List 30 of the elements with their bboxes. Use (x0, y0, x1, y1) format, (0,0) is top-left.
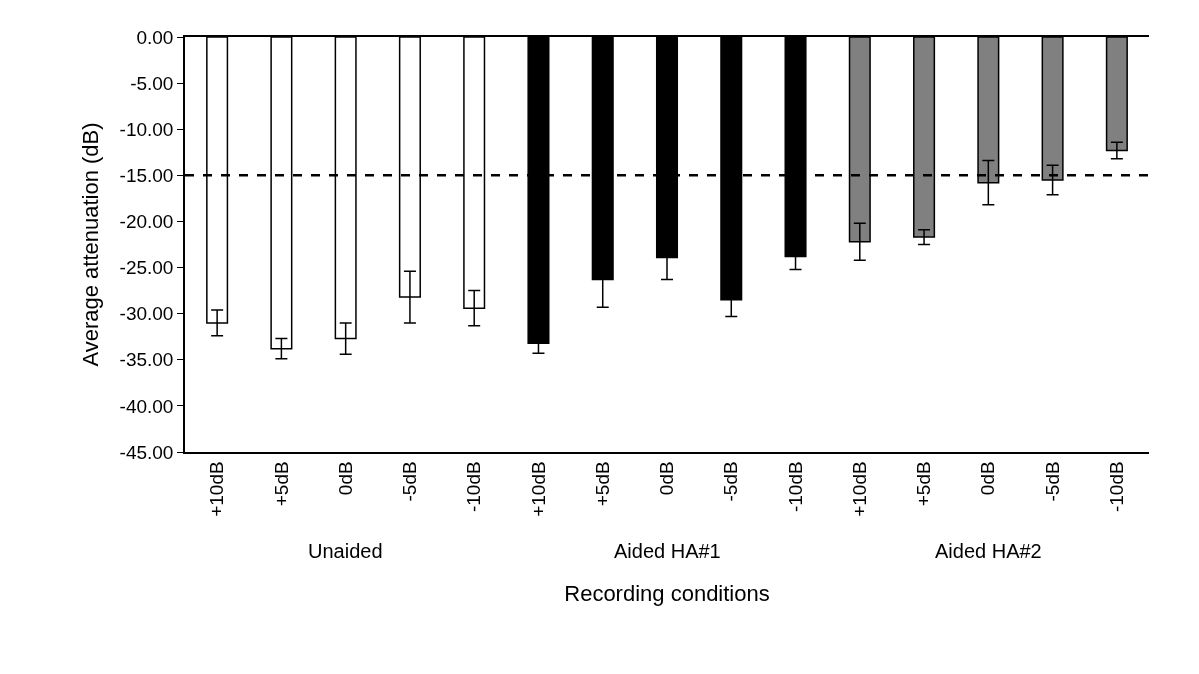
text: Aided HA#1 (614, 540, 721, 562)
y-tick-label: -35.00 (119, 349, 174, 371)
x-axis-title: Recording conditions (564, 581, 770, 607)
y-tick-label: -40.00 (119, 395, 174, 417)
x-tick-label: +5dB (270, 461, 292, 507)
x-tick-label: +5dB (913, 461, 935, 507)
x-tick-label: +10dB (848, 461, 870, 517)
text: Aided HA#2 (935, 540, 1042, 562)
x-tick-label: -10dB (784, 461, 806, 513)
x-tick-label: +10dB (527, 461, 549, 517)
x-tick-label: -5dB (399, 461, 421, 502)
y-tick-label: 0.00 (136, 26, 174, 48)
x-tick-label: 0dB (334, 461, 356, 496)
x-tick-label: 0dB (656, 461, 678, 496)
y-tick-label: -5.00 (130, 72, 174, 94)
x-tick-label: -5dB (1041, 461, 1063, 502)
y-tick-label: -30.00 (119, 303, 174, 325)
y-tick-label: -10.00 (119, 118, 174, 140)
y-axis-title: Average attenuation (dB) (77, 122, 103, 367)
y-tick-label: -15.00 (119, 164, 174, 186)
x-tick-label: -10dB (463, 461, 485, 513)
x-tick-label: -10dB (1106, 461, 1128, 513)
x-tick-label: +10dB (206, 461, 228, 517)
x-tick-label: +5dB (591, 461, 613, 507)
y-tick-label: -45.00 (119, 441, 174, 463)
x-tick-label: -5dB (720, 461, 742, 502)
text: Unaided (308, 540, 383, 562)
y-tick-label: -25.00 (119, 257, 174, 279)
y-tick-label: -20.00 (119, 211, 174, 233)
x-tick-label: 0dB (977, 461, 999, 496)
